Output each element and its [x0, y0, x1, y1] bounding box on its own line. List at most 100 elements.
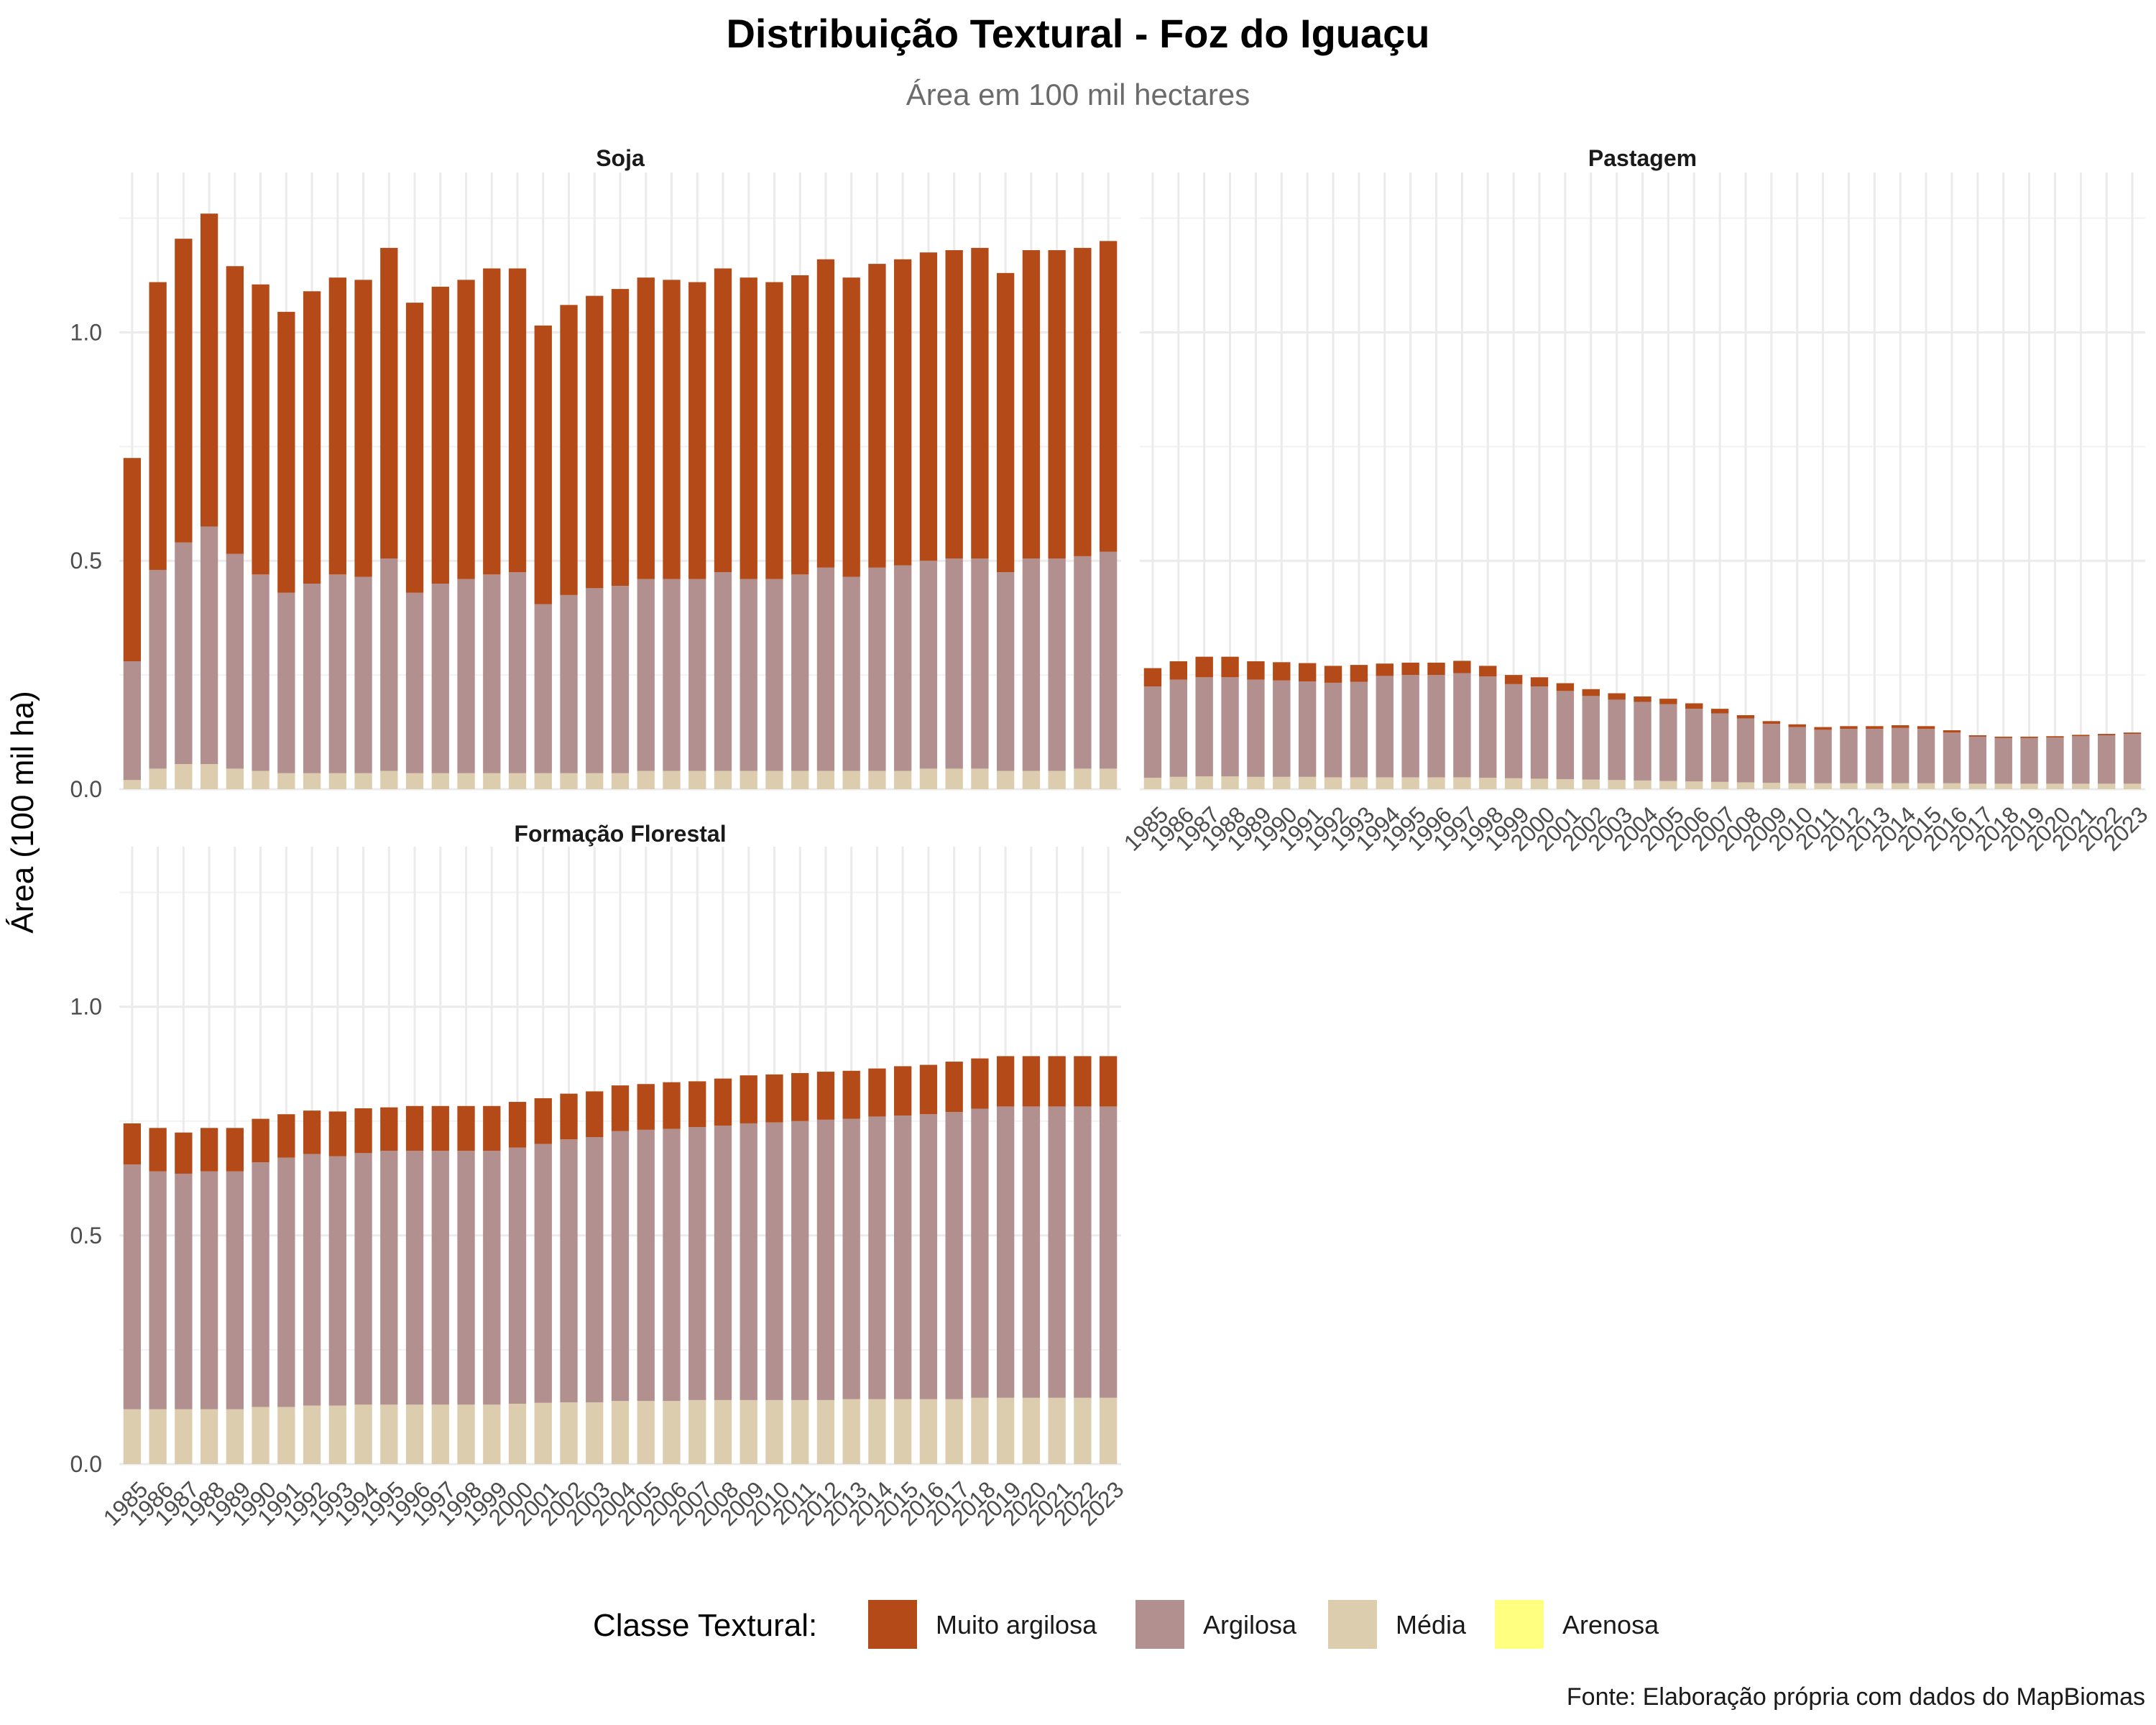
bar-argilosa-2003	[586, 588, 604, 773]
bar-muito-argilosa-2023	[1099, 241, 1118, 552]
bar-argilosa-1999	[1504, 684, 1523, 778]
legend-label-argilosa: Argilosa	[1203, 1610, 1297, 1639]
bar-media-2010	[765, 1399, 783, 1464]
bar-media-2013	[842, 770, 860, 789]
bar-media-1997	[1453, 777, 1471, 789]
facet-strip-pastagem: Pastagem	[1588, 145, 1697, 171]
bar-muito-argilosa-2016	[919, 252, 938, 561]
bar-muito-argilosa-1993	[328, 1111, 346, 1156]
bar-muito-argilosa-2004	[1634, 696, 1651, 702]
bar-argilosa-2001	[534, 1144, 552, 1403]
bar-muito-argilosa-2001	[534, 325, 552, 604]
bar-muito-argilosa-1989	[226, 1128, 244, 1172]
bar-muito-argilosa-2000	[508, 268, 527, 573]
bar-argilosa-1992	[1324, 682, 1342, 778]
facet-strip-soja: Soja	[596, 145, 645, 171]
bar-argilosa-2008	[714, 572, 732, 771]
bar-argilosa-1990	[252, 574, 270, 771]
bar-argilosa-2004	[611, 1131, 630, 1402]
bar-argilosa-2001	[1556, 691, 1575, 780]
bar-media-2003	[1608, 780, 1626, 789]
bar-media-2004	[611, 773, 630, 789]
bar-muito-argilosa-2008	[1736, 715, 1755, 719]
bar-argilosa-1988	[1221, 677, 1239, 777]
bar-argilosa-2009	[740, 1123, 757, 1400]
bar-media-1995	[1401, 777, 1419, 789]
bar-media-2004	[611, 1401, 630, 1464]
bar-argilosa-1996	[405, 1151, 424, 1405]
bar-muito-argilosa-2001	[1556, 683, 1575, 691]
bar-muito-argilosa-1988	[200, 213, 218, 527]
bar-argilosa-1998	[1479, 676, 1497, 778]
bar-argilosa-1986	[1169, 679, 1188, 777]
bar-muito-argilosa-2021	[2072, 735, 2090, 737]
bar-muito-argilosa-1993	[328, 277, 346, 575]
bar-argilosa-2011	[1814, 730, 1832, 783]
bar-muito-argilosa-1996	[405, 303, 424, 593]
bar-media-1996	[405, 773, 424, 789]
bar-argilosa-2022	[1074, 556, 1092, 769]
bar-media-2000	[508, 773, 527, 789]
bar-argilosa-2010	[765, 1122, 783, 1400]
bar-argilosa-1986	[149, 569, 167, 769]
bar-media-1997	[431, 773, 449, 789]
bar-muito-argilosa-1991	[277, 311, 295, 593]
bar-muito-argilosa-1995	[380, 247, 398, 559]
bar-argilosa-2004	[611, 586, 630, 773]
bar-argilosa-1991	[277, 1157, 295, 1407]
bar-argilosa-2019	[2020, 737, 2038, 784]
bar-argilosa-2017	[1968, 736, 1987, 784]
bar-argilosa-2012	[816, 567, 835, 771]
y-tick-label: 1.0	[70, 319, 102, 345]
bar-muito-argilosa-2003	[1608, 693, 1626, 700]
bar-muito-argilosa-1990	[252, 284, 270, 575]
bar-argilosa-1991	[1298, 681, 1317, 777]
bar-argilosa-1992	[303, 1154, 321, 1406]
bar-argilosa-2003	[586, 1137, 604, 1403]
bar-muito-argilosa-2007	[688, 282, 706, 579]
bar-argilosa-2012	[1840, 729, 1858, 783]
bar-media-1996	[1427, 777, 1445, 789]
bar-media-2003	[586, 773, 604, 789]
bar-media-1988	[200, 1409, 218, 1464]
bar-media-2020	[1022, 1397, 1041, 1464]
bar-muito-argilosa-1995	[380, 1107, 398, 1151]
bar-muito-argilosa-2012	[1840, 726, 1858, 730]
bar-argilosa-1993	[328, 1156, 346, 1406]
bar-media-2011	[1814, 783, 1832, 789]
bar-media-2010	[1788, 783, 1806, 789]
bar-media-1986	[1169, 776, 1188, 789]
bar-media-2022	[1074, 1397, 1092, 1464]
bar-argilosa-1989	[1247, 679, 1265, 777]
bar-muito-argilosa-1986	[1169, 661, 1188, 680]
bar-media-1998	[1479, 778, 1497, 789]
bar-argilosa-2019	[997, 1106, 1015, 1398]
bar-media-1986	[149, 1409, 167, 1464]
bar-muito-argilosa-2020	[2046, 736, 2064, 738]
bar-media-2002	[560, 773, 578, 789]
bar-media-2007	[688, 770, 706, 789]
bar-muito-argilosa-2012	[816, 1072, 835, 1120]
bar-muito-argilosa-1999	[483, 1105, 501, 1151]
bar-media-1998	[457, 773, 475, 789]
bar-muito-argilosa-2012	[816, 259, 835, 568]
bar-media-2015	[894, 1399, 912, 1464]
bar-muito-argilosa-1988	[1221, 656, 1239, 678]
bar-muito-argilosa-2010	[765, 1074, 783, 1123]
bar-media-2019	[997, 770, 1015, 789]
bar-argilosa-2015	[1917, 729, 1935, 783]
bar-media-1994	[354, 1404, 372, 1464]
bar-media-1990	[252, 1407, 270, 1464]
bar-muito-argilosa-2023	[1099, 1056, 1118, 1107]
bar-muito-argilosa-1985	[123, 458, 142, 662]
bar-muito-argilosa-2002	[1582, 689, 1600, 696]
bar-muito-argilosa-1989	[226, 266, 244, 554]
bar-argilosa-1990	[252, 1162, 270, 1407]
bar-media-1999	[1504, 778, 1523, 789]
bar-muito-argilosa-1987	[175, 1132, 193, 1174]
bar-muito-argilosa-2016	[919, 1064, 938, 1115]
bar-muito-argilosa-1997	[1453, 661, 1471, 673]
bar-media-2015	[1917, 783, 1935, 789]
bar-media-2014	[868, 1399, 886, 1464]
